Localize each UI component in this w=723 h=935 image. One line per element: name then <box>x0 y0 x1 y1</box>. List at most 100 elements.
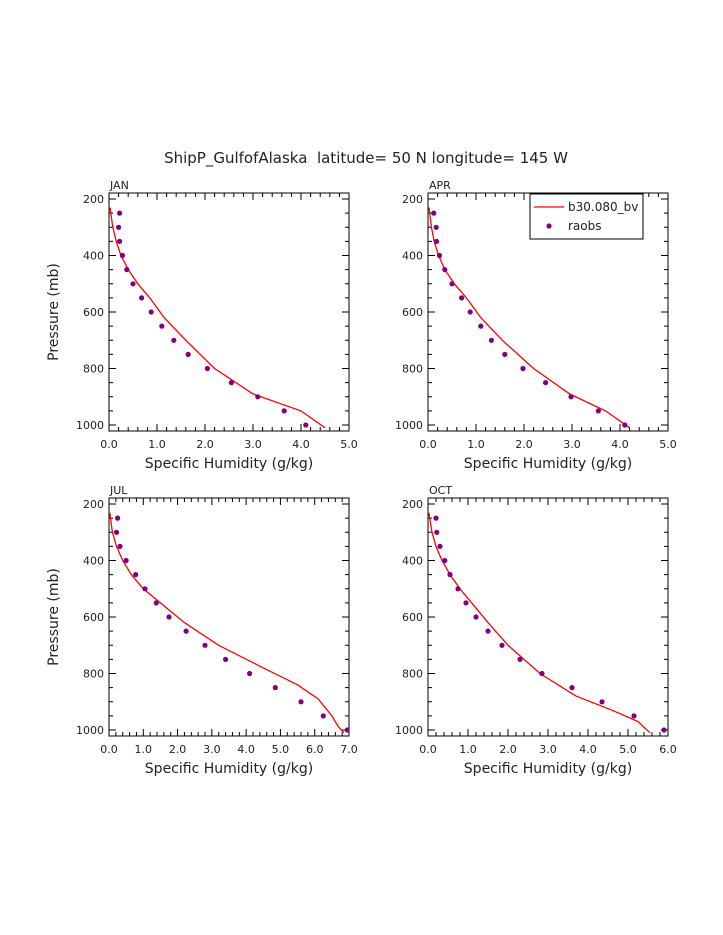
obs-point <box>595 408 602 414</box>
obs-point <box>247 670 253 677</box>
panels: JAN 0.0 1.0 2.0 3.0 4.0 5.0 200 400 600 800 1000 Spe… <box>46 179 677 777</box>
x-tick-label: 5.0 <box>659 438 677 451</box>
x-tick-label: 3.0 <box>539 743 557 756</box>
y-axis-label: Pressure (mb) <box>46 568 62 666</box>
x-axis-label: Specific Humidity (g/kg) <box>145 456 313 472</box>
x-tick-label: 6.0 <box>306 743 324 756</box>
legend-box <box>529 193 644 240</box>
obs-point <box>148 309 154 315</box>
x-tick-label: 0.0 <box>100 743 118 756</box>
y-tick-label: 1000 <box>76 724 104 737</box>
obs-point <box>115 515 121 521</box>
obs-point <box>520 365 526 372</box>
obs-point <box>459 295 465 301</box>
x-tick-label: 4.0 <box>579 743 597 756</box>
y-tick-label: 600 <box>402 611 423 624</box>
obs-point <box>344 727 349 733</box>
y-tick-label: 600 <box>83 611 104 624</box>
panel-label-jul: JUL <box>109 484 128 497</box>
obs-point <box>272 685 278 691</box>
y-tick-label: 1000 <box>395 724 423 737</box>
y-tick-label: 1000 <box>395 419 423 432</box>
obs-point <box>442 557 448 564</box>
panel-label-jan: JAN <box>109 179 129 192</box>
obs-point <box>543 380 549 386</box>
y-tick-label: 800 <box>402 363 423 376</box>
obs-point <box>434 238 440 244</box>
obs-point <box>433 224 439 230</box>
x-tick-label: 3.0 <box>563 438 581 451</box>
legend-obs-label: raobs <box>568 219 602 233</box>
obs-point <box>281 408 287 414</box>
obs-point <box>442 267 448 273</box>
obs-point <box>467 309 473 315</box>
obs-point <box>433 515 439 521</box>
chart-jan: JAN 0.0 1.0 2.0 3.0 4.0 5.0 200 400 600 800 1000 Spe… <box>46 179 358 472</box>
x-tick-label: 0.0 <box>419 743 437 756</box>
obs-point <box>113 529 120 535</box>
obs-point <box>320 713 326 719</box>
obs-point <box>455 586 461 592</box>
obs-point <box>463 600 469 606</box>
obs-point <box>661 727 667 733</box>
x-tick-label: 2.0 <box>499 743 517 756</box>
obs-point <box>473 614 479 620</box>
obs-point <box>133 572 139 578</box>
x-tick-label: 3.0 <box>203 743 221 756</box>
x-tick-label: 0.0 <box>100 438 118 451</box>
obs-point <box>485 628 491 634</box>
obs-point <box>166 614 172 620</box>
plot-frame <box>108 192 350 432</box>
obs-point <box>171 337 177 343</box>
obs-point <box>116 224 122 230</box>
plot-frame <box>108 497 350 737</box>
x-tick-label: 4.0 <box>237 743 255 756</box>
obs-point <box>159 323 165 329</box>
x-tick-label: 1.0 <box>459 743 477 756</box>
y-tick-label: 600 <box>402 306 423 319</box>
obs-point <box>449 281 455 287</box>
obs-point <box>117 238 123 244</box>
x-tick-label: 1.0 <box>148 438 166 451</box>
obs-point <box>502 351 508 357</box>
obs-point <box>185 351 191 357</box>
y-tick-label: 400 <box>83 555 104 568</box>
obs-point <box>436 252 443 259</box>
x-tick-label: 6.0 <box>659 743 677 756</box>
obs-point <box>142 586 148 592</box>
obs-point <box>298 699 304 705</box>
obs-point <box>130 281 136 287</box>
obs-point <box>255 394 261 400</box>
obs-point <box>447 572 453 578</box>
model-line <box>428 512 651 734</box>
x-tick-label: 1.0 <box>467 438 485 451</box>
obs-point <box>431 210 437 216</box>
x-tick-label: 1.0 <box>135 743 153 756</box>
obs-point <box>204 365 210 372</box>
model-line <box>428 207 630 429</box>
y-tick-label: 200 <box>83 498 104 511</box>
obs-point <box>622 422 628 428</box>
y-tick-label: 200 <box>402 498 423 511</box>
y-tick-label: 400 <box>402 555 423 568</box>
obs-point <box>223 656 229 663</box>
model-line <box>109 207 326 429</box>
x-axis-label: Specific Humidity (g/kg) <box>464 456 632 472</box>
y-axis-label: Pressure (mb) <box>46 263 62 361</box>
y-tick-label: 800 <box>83 668 104 681</box>
y-tick-label: 200 <box>402 193 423 206</box>
x-tick-label: 5.0 <box>340 438 358 451</box>
x-tick-label: 5.0 <box>619 743 637 756</box>
obs-point <box>183 628 189 634</box>
y-tick-label: 400 <box>83 250 104 263</box>
chart-oct: OCT 0.0 1.0 2.0 3.0 4.0 5.0 6.0 200 400 600 800 1000… <box>395 484 677 777</box>
obs-point <box>539 670 545 677</box>
chart-jul: JUL 0.0 1.0 2.0 3.0 4.0 5.0 6.0 7.0 200 400 600 800 1… <box>46 484 358 777</box>
panel-label-apr: APR <box>429 179 451 192</box>
obs-point <box>153 600 159 606</box>
y-tick-label: 800 <box>83 363 104 376</box>
obs-point <box>202 642 208 648</box>
obs-point <box>488 337 494 343</box>
x-tick-label: 5.0 <box>272 743 290 756</box>
